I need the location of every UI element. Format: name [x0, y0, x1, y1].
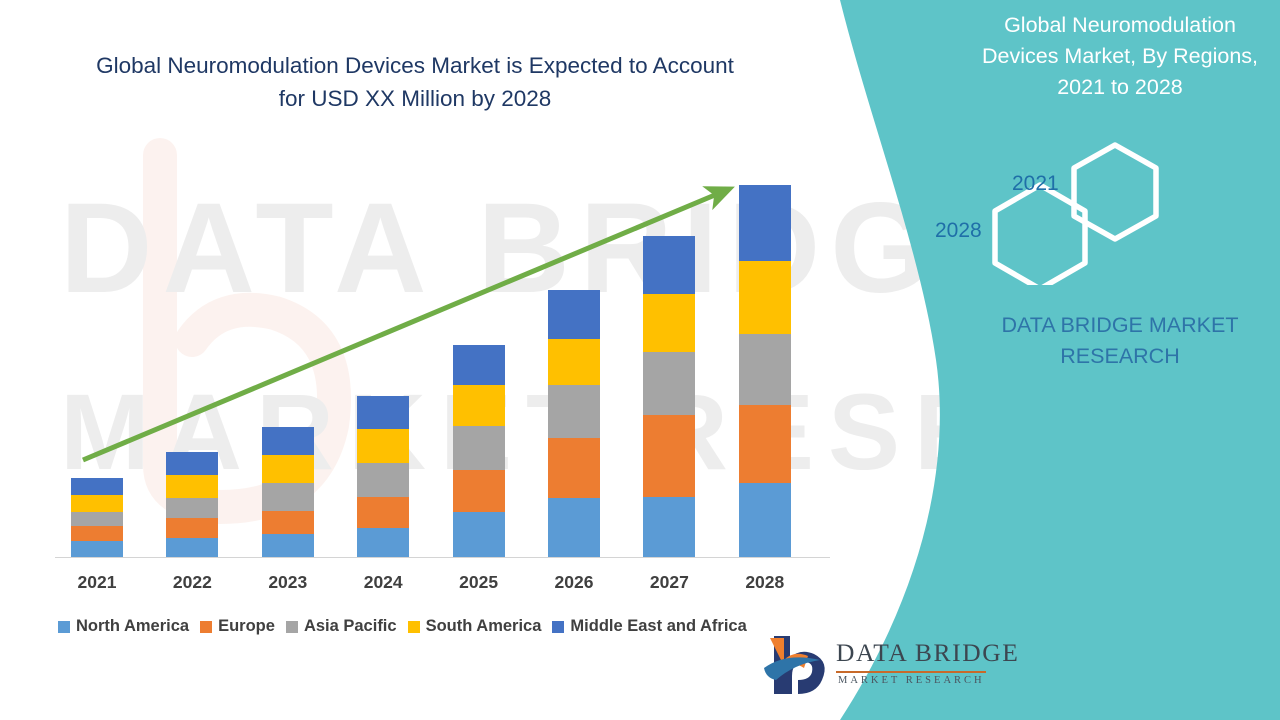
legend-label: Middle East and Africa: [570, 617, 747, 635]
x-axis-label-2026: 2026: [554, 572, 594, 592]
right-panel-title: Global Neuromodulation Devices Market, B…: [981, 13, 1258, 100]
bar-segment[interactable]: [166, 517, 219, 538]
bar-segment[interactable]: [452, 469, 505, 512]
bar-2026[interactable]: [548, 290, 600, 557]
x-axis-line: [55, 557, 830, 558]
bar-segment[interactable]: [166, 537, 219, 557]
x-axis-label-2028: 2028: [745, 572, 785, 592]
legend-swatch-icon: [552, 620, 565, 633]
legend-item[interactable]: Middle East and Africa: [552, 617, 747, 636]
bar-segment[interactable]: [261, 533, 314, 557]
bar-segment[interactable]: [643, 496, 696, 557]
bar-segment[interactable]: [71, 477, 123, 495]
legend-label: Asia Pacific: [303, 617, 397, 635]
bar-2021[interactable]: [71, 477, 123, 557]
bar-segment[interactable]: [452, 511, 505, 557]
x-axis-label-2027: 2027: [649, 572, 689, 592]
bar-2022[interactable]: [166, 451, 219, 557]
x-axis-label-2022: 2022: [172, 572, 212, 592]
chart-title: Global Neuromodulation Devices Market is…: [96, 53, 734, 111]
x-axis-label-2023: 2023: [268, 572, 308, 592]
bar-2028[interactable]: [738, 185, 791, 557]
bar-2025[interactable]: [452, 345, 505, 557]
bar-segment[interactable]: [357, 527, 410, 557]
bar-segment[interactable]: [71, 511, 123, 526]
bar-segment[interactable]: [738, 185, 791, 262]
legend-swatch-icon: [200, 620, 213, 633]
x-axis-labels: 2021 2022 2023 2024 2025 2026 2027 2028: [55, 572, 830, 602]
bar-segment[interactable]: [548, 290, 600, 340]
bar-segment[interactable]: [71, 525, 123, 541]
logo-divider: [836, 671, 986, 673]
bar-segment[interactable]: [357, 496, 410, 528]
bar-segment[interactable]: [452, 345, 505, 385]
legend-label: South America: [425, 617, 542, 635]
right-panel-content: Global Neuromodulation Devices Market, B…: [840, 0, 1280, 720]
bar-segment[interactable]: [548, 339, 600, 385]
legend-item[interactable]: North America: [58, 617, 189, 636]
bar-segment[interactable]: [738, 334, 791, 405]
bar-segment[interactable]: [548, 437, 600, 498]
legend-swatch-icon: [407, 620, 420, 633]
bar-segment[interactable]: [357, 462, 410, 497]
bar-segment[interactable]: [548, 384, 600, 438]
bar-segment[interactable]: [452, 425, 505, 470]
bar-segment[interactable]: [357, 428, 410, 463]
data-bridge-logo: DATA BRIDGE MARKET RESEARCH: [760, 630, 1018, 705]
bar-segment[interactable]: [71, 540, 123, 557]
logo-mark-icon: [764, 636, 825, 694]
hexagon-label-end: 2028: [935, 219, 982, 242]
bar-segment[interactable]: [261, 510, 314, 534]
x-axis-label-2025: 2025: [459, 572, 499, 592]
legend-item[interactable]: Asia Pacific: [285, 617, 397, 636]
bar-segment[interactable]: [166, 497, 219, 518]
bar-segment[interactable]: [452, 384, 505, 426]
bar-2024[interactable]: [357, 395, 410, 557]
bar-segment[interactable]: [261, 454, 314, 483]
bar-segment[interactable]: [643, 352, 696, 415]
hexagon-pair: [992, 142, 1159, 285]
bar-segment[interactable]: [643, 414, 696, 497]
legend-label: Europe: [218, 617, 275, 635]
bar-segment[interactable]: [357, 395, 410, 429]
bar-segment[interactable]: [548, 497, 600, 557]
bar-2027[interactable]: [643, 236, 696, 557]
bar-segment[interactable]: [166, 474, 219, 498]
bar-segment[interactable]: [261, 482, 314, 511]
bar-segment[interactable]: [71, 494, 123, 512]
hexagon-label-start: 2021: [1012, 172, 1059, 195]
bar-segment[interactable]: [643, 236, 696, 295]
legend-swatch-icon: [58, 620, 70, 633]
chart-legend: North America Europe Asia Pacific South Ame…: [58, 617, 747, 636]
legend-label: North America: [76, 617, 190, 635]
bar-segment[interactable]: [166, 451, 219, 475]
bar-segment[interactable]: [738, 404, 791, 483]
legend-item[interactable]: Europe: [200, 617, 275, 636]
bar-segment[interactable]: [643, 294, 696, 353]
growth-arrow: [82, 186, 735, 463]
right-panel-brand: DATA BRIDGE MARKET RESEARCH: [1001, 313, 1239, 369]
x-axis-label-2021: 2021: [77, 572, 117, 592]
bar-segment[interactable]: [738, 482, 791, 557]
bar-segment[interactable]: [738, 261, 791, 335]
legend-item[interactable]: South America: [407, 617, 542, 636]
logo-title: DATA BRIDGE: [836, 638, 1020, 667]
x-axis-label-2024: 2024: [363, 572, 403, 592]
legend-swatch-icon: [285, 620, 298, 633]
logo-subtitle: MARKET RESEARCH: [838, 675, 985, 686]
bar-2023[interactable]: [261, 426, 314, 557]
bar-segment[interactable]: [261, 426, 314, 455]
